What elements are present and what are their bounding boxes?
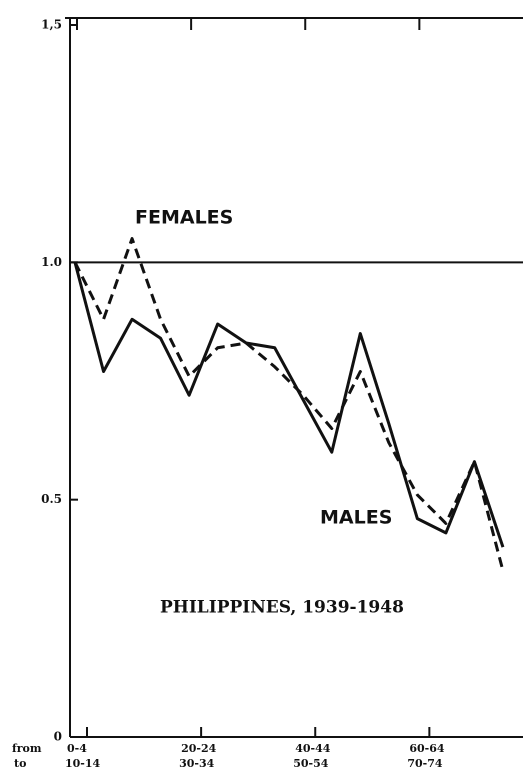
y-tick-label: 1.0 (41, 255, 62, 269)
annotation: FEMALES (135, 207, 233, 229)
x-tick-label: 10-14 (65, 757, 101, 770)
x-row-label: from (12, 742, 42, 755)
x-tick-label: 40-44 (295, 742, 331, 755)
x-tick-label: 20-24 (181, 742, 217, 755)
x-tick-label: 70-74 (407, 757, 443, 770)
annotation: PHILIPPINES, 1939-1948 (160, 598, 404, 618)
x-tick-label: 60-64 (409, 742, 445, 755)
y-tick-label: 0.5 (41, 492, 62, 506)
males-line (73, 261, 505, 548)
x-tick-label: 50-54 (293, 757, 329, 770)
y-tick-label: 1,5 (41, 18, 62, 32)
annotation: MALES (320, 507, 392, 529)
x-tick-label: 30-34 (179, 757, 215, 770)
females-line (73, 237, 505, 572)
x-row-label: to (14, 757, 26, 770)
y-tick-label: 0 (54, 730, 62, 744)
x-tick-label: 0-4 (67, 742, 87, 755)
